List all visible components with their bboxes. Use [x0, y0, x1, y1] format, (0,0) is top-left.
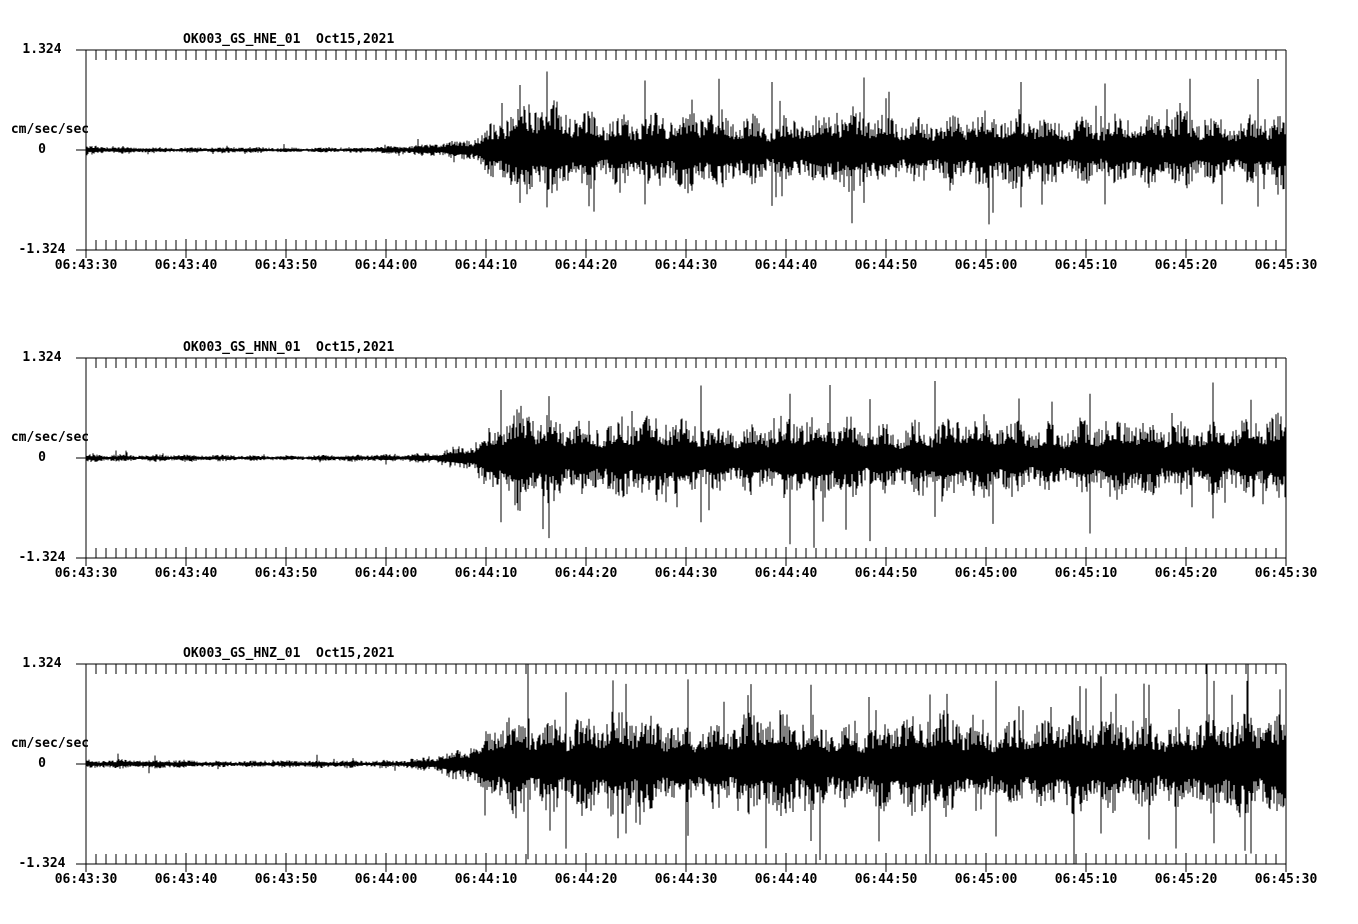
plot-frame-hne [76, 49, 1287, 258]
x-tick-label: 06:44:40 [754, 872, 818, 887]
x-tick-label: 06:43:50 [254, 566, 318, 581]
x-tick-label: 06:44:10 [454, 258, 518, 273]
x-tick-label: 06:43:30 [54, 258, 118, 273]
x-tick-label: 06:44:30 [654, 258, 718, 273]
y-axis-max-label: 1.324 [22, 656, 62, 671]
x-tick-label: 06:45:00 [954, 566, 1018, 581]
x-tick-label: 06:44:20 [554, 258, 618, 273]
seismogram-panel-hnz: OK003_GS_HNZ_01 Oct15,2021 1.324 cm/sec/… [0, 614, 1358, 922]
seismogram-panel-hnn: OK003_GS_HNN_01 Oct15,2021 1.324 cm/sec/… [0, 308, 1358, 616]
y-axis-unit-label: cm/sec/sec [10, 736, 90, 751]
trace-title-hne: OK003_GS_HNE_01 Oct15,2021 [183, 32, 395, 47]
x-tick-label: 06:43:30 [54, 566, 118, 581]
x-tick-label: 06:43:40 [154, 872, 218, 887]
x-tick-label: 06:44:20 [554, 566, 618, 581]
x-tick-label: 06:44:50 [854, 258, 918, 273]
x-tick-label: 06:45:10 [1054, 258, 1118, 273]
x-tick-label: 06:44:00 [354, 258, 418, 273]
x-tick-label: 06:45:00 [954, 258, 1018, 273]
x-tick-label: 06:44:00 [354, 872, 418, 887]
x-tick-label: 06:45:30 [1254, 258, 1318, 273]
x-tick-label: 06:44:40 [754, 258, 818, 273]
y-axis-min-label: -1.324 [18, 856, 66, 871]
y-axis-max-label: 1.324 [22, 42, 62, 57]
waveform-trace-hne [85, 71, 1286, 225]
x-tick-label: 06:44:30 [654, 872, 718, 887]
x-tick-label: 06:44:50 [854, 566, 918, 581]
y-axis-min-label: -1.324 [18, 242, 66, 257]
y-axis-min-label: -1.324 [18, 550, 66, 565]
x-tick-label: 06:43:50 [254, 872, 318, 887]
x-tick-label: 06:45:30 [1254, 872, 1318, 887]
y-axis-zero-label: 0 [38, 450, 46, 465]
x-tick-label: 06:44:40 [754, 566, 818, 581]
x-tick-label: 06:45:20 [1154, 258, 1218, 273]
plot-frame-hnn [76, 357, 1287, 566]
trace-title-hnz: OK003_GS_HNZ_01 Oct15,2021 [183, 646, 395, 661]
x-tick-label: 06:45:10 [1054, 566, 1118, 581]
y-axis-max-label: 1.324 [22, 350, 62, 365]
x-tick-label: 06:45:00 [954, 872, 1018, 887]
waveform-trace-hnz [85, 664, 1286, 864]
plot-frame-hnz [76, 663, 1287, 872]
x-tick-label: 06:44:10 [454, 872, 518, 887]
x-tick-label: 06:44:00 [354, 566, 418, 581]
x-tick-label: 06:43:40 [154, 566, 218, 581]
x-tick-label: 06:44:30 [654, 566, 718, 581]
y-axis-unit-label: cm/sec/sec [10, 430, 90, 445]
x-tick-label: 06:43:50 [254, 258, 318, 273]
seismogram-panel-hne: OK003_GS_HNE_01 Oct15,2021 1.324 cm/sec/… [0, 0, 1358, 308]
y-axis-zero-label: 0 [38, 756, 46, 771]
x-tick-label: 06:45:30 [1254, 566, 1318, 581]
x-tick-label: 06:45:20 [1154, 872, 1218, 887]
x-tick-label: 06:43:30 [54, 872, 118, 887]
x-tick-label: 06:45:10 [1054, 872, 1118, 887]
waveform-trace-hnn [85, 381, 1286, 548]
x-tick-label: 06:44:20 [554, 872, 618, 887]
x-tick-label: 06:43:40 [154, 258, 218, 273]
trace-title-hnn: OK003_GS_HNN_01 Oct15,2021 [183, 340, 395, 355]
y-axis-unit-label: cm/sec/sec [10, 122, 90, 137]
x-tick-label: 06:44:50 [854, 872, 918, 887]
y-axis-zero-label: 0 [38, 142, 46, 157]
x-tick-label: 06:44:10 [454, 566, 518, 581]
x-tick-label: 06:45:20 [1154, 566, 1218, 581]
